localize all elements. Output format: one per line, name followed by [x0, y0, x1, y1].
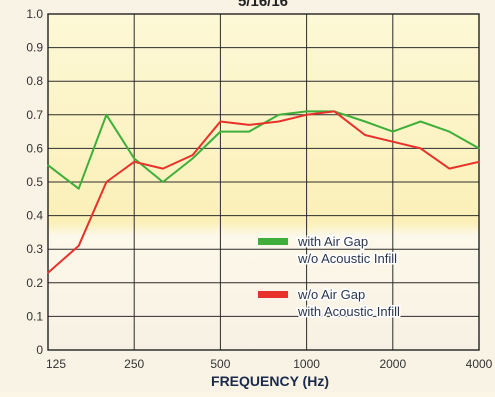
y-tick-label: 0.5	[26, 175, 43, 189]
series-2-point	[392, 141, 394, 143]
legend-label-halo: with Air Gap	[297, 234, 368, 249]
series-2-point	[219, 120, 221, 123]
series-1-point	[219, 131, 221, 133]
series-2-point	[278, 120, 280, 123]
series-1-point	[78, 188, 80, 190]
series-lines	[47, 110, 480, 274]
series-1-point	[419, 120, 422, 123]
series-1-point	[248, 131, 250, 133]
series-2-point	[306, 114, 308, 116]
series-2-point	[78, 245, 80, 247]
legend-label-halo: with Acoustic Infill	[297, 304, 400, 319]
series-1-point	[478, 147, 480, 149]
series-1-point	[133, 157, 135, 160]
y-tick-label: 0.7	[26, 108, 43, 122]
legend-swatch-1	[258, 238, 288, 245]
x-tick-label: 125	[46, 357, 66, 371]
y-tick-label: 0.2	[26, 276, 43, 290]
chart-title: 5/16/16	[238, 0, 288, 10]
series-2-point	[478, 161, 480, 163]
legend-label: w/o Air Gap	[297, 287, 365, 302]
series-2-point	[133, 161, 135, 163]
series-2-point	[47, 272, 49, 274]
series-1-point	[47, 164, 49, 166]
series-1-point	[162, 181, 164, 183]
x-tick-label: 250	[124, 357, 144, 371]
y-tick-label: 0.1	[26, 309, 43, 323]
series-2-point	[419, 147, 422, 149]
y-tick-label: 0.8	[26, 74, 43, 88]
series-2-point	[333, 110, 335, 113]
series-1-point	[192, 157, 194, 160]
legend-label: with Air Gap	[297, 234, 368, 249]
x-tick-label: 500	[210, 357, 230, 371]
y-tick-label: 0.6	[26, 141, 43, 155]
series-1-point	[364, 120, 366, 123]
series-2-point	[248, 124, 250, 126]
series-2-point	[105, 181, 108, 183]
legend-label-halo: w/o Air Gap	[297, 287, 365, 302]
x-tick-label: 4000	[466, 357, 493, 371]
y-tick-label: 0.4	[26, 209, 43, 223]
x-tick-label: 2000	[379, 357, 406, 371]
y-tick-label: 0.9	[26, 41, 43, 55]
series-1-point	[105, 114, 108, 116]
series-2-point	[162, 167, 164, 170]
plot-frame	[47, 13, 480, 351]
legend-label-halo: w/o Acoustic Infill	[297, 251, 397, 266]
series-2-point	[364, 134, 366, 136]
y-tick-label: 0.3	[26, 242, 43, 256]
legend-label: with Acoustic Infill	[297, 304, 400, 319]
series-1-point	[392, 131, 394, 133]
y-tick-label: 0	[36, 343, 43, 357]
y-tick-label: 1.0	[26, 7, 43, 21]
series-1-point	[448, 131, 450, 133]
x-axis-label: FREQUENCY (Hz)	[211, 373, 329, 389]
series-1-point	[278, 114, 280, 116]
series-2-point	[192, 154, 194, 156]
series-line-2	[47, 110, 480, 274]
legend-label: w/o Acoustic Infill	[297, 251, 397, 266]
x-tick-label: 1000	[293, 357, 320, 371]
series-1-point	[306, 110, 308, 113]
tick-labels: 0 0.1 0.2 0.3 0.4 0.5 0.6 0.7 0.8 0.9 1.0 125 250 500…	[26, 7, 492, 371]
axes	[47, 13, 480, 351]
series-2-point	[448, 167, 450, 170]
legend-swatch-2	[258, 291, 288, 298]
